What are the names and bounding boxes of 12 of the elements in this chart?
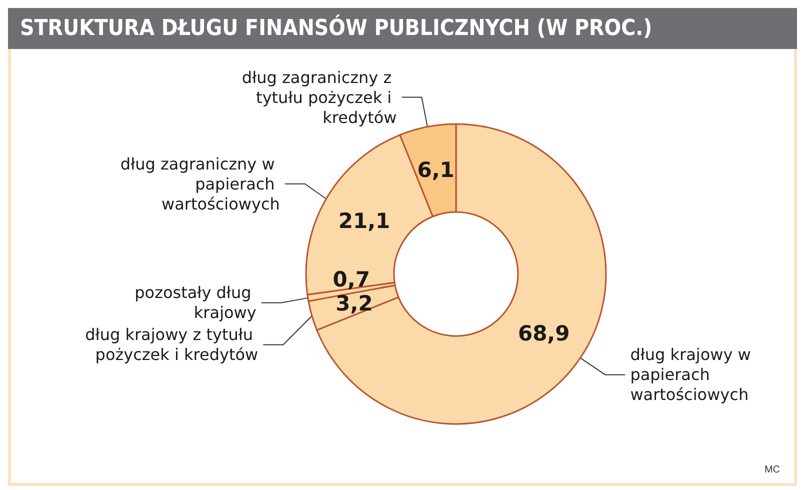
data-label: 21,1 [338, 208, 390, 233]
chart-title: STRUKTURA DŁUGU FINANSÓW PUBLICZNYCH (W PROC.) [8, 8, 797, 49]
slice-label: pozostały dług krajowy [134, 283, 256, 322]
slice-label: dług krajowy w papierach wartościowych [630, 345, 756, 404]
slice-label: dług zagraniczny w papierach wartościowych [120, 154, 280, 214]
text: MC [764, 464, 780, 476]
data-label: 0,7 [332, 268, 370, 292]
slice-label: dług krajowy z tytułu pożyczek i kredytów [85, 325, 258, 364]
data-label: 6,1 [417, 158, 454, 182]
data-label: 3,2 [336, 292, 373, 316]
slice-label: dług zagraniczny z tytułu pożyczek i kredytów [242, 68, 397, 127]
data-label: 68,9 [518, 321, 570, 346]
